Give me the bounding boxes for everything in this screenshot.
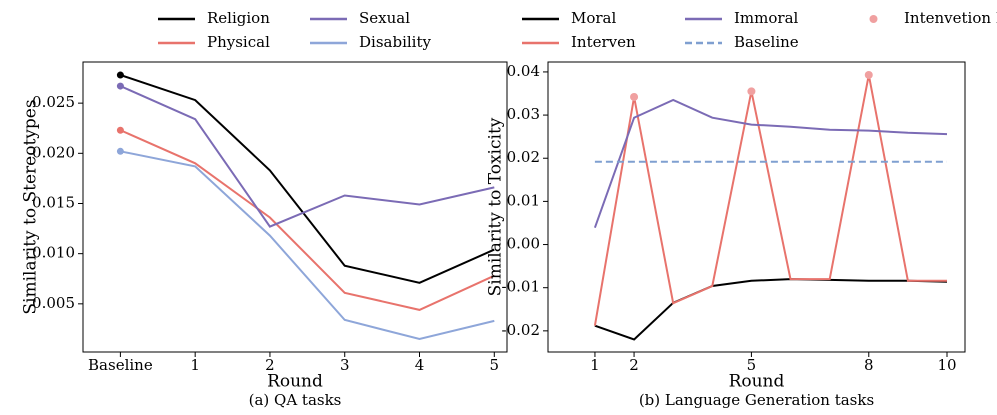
point-marker <box>116 71 124 79</box>
series-line <box>594 278 948 341</box>
x-tick-label: 3 <box>340 356 350 374</box>
y-tick-label: -0.01 <box>502 278 540 296</box>
y-axis-label: Similarity to Toxicity <box>486 117 506 296</box>
x-tick-label: 5 <box>490 356 500 374</box>
y-tick-label: 0.005 <box>32 294 75 312</box>
x-tick-label: 8 <box>864 356 874 374</box>
x-tick-label: 1 <box>590 356 600 374</box>
point-marker <box>116 147 124 155</box>
caption: (a) QA tasks <box>249 391 342 409</box>
x-axis-label: Round <box>267 372 323 392</box>
legend-marker <box>869 15 878 23</box>
x-tick-label: 1 <box>190 356 200 374</box>
y-tick-label: 0.03 <box>507 105 540 123</box>
series-line <box>593 98 948 229</box>
legend-label: Baseline <box>734 33 799 51</box>
y-tick-label: 0.025 <box>32 93 75 111</box>
legend-label: Physical <box>207 33 270 51</box>
y-tick-label: 0.015 <box>32 193 75 211</box>
y-tick-label: 0.00 <box>507 235 540 253</box>
y-tick-label: -0.02 <box>502 321 540 339</box>
legend-label: Disability <box>359 33 431 51</box>
series-line <box>119 85 495 228</box>
x-tick-label: Baseline <box>88 356 153 374</box>
legend-label: Moral <box>571 9 617 27</box>
y-tick-label: 0.01 <box>507 191 540 209</box>
x-tick-label: 10 <box>937 356 956 374</box>
x-tick-label: 4 <box>415 356 425 374</box>
y-tick-label: 0.010 <box>32 244 75 262</box>
scatter-point <box>747 87 756 96</box>
x-axis-label: Round <box>729 372 785 392</box>
scatter-point <box>864 70 873 79</box>
x-tick-label: 2 <box>629 356 639 374</box>
caption: (b) Language Generation tasks <box>639 391 874 409</box>
plot-frame <box>547 61 966 353</box>
legend-label: Immoral <box>734 9 799 27</box>
legend-label: Sexual <box>359 9 410 27</box>
y-axis-label: Similarity to Stereotypes <box>21 99 41 314</box>
plot-frame <box>82 61 508 353</box>
scatter-point <box>630 92 639 101</box>
legend-label: Interven <box>571 33 636 51</box>
series-line <box>120 74 495 284</box>
y-tick-label: 0.020 <box>32 143 75 161</box>
x-tick-label: 2 <box>265 356 275 374</box>
y-tick-label: 0.04 <box>507 62 540 80</box>
series-line <box>120 150 495 341</box>
x-tick-label: 5 <box>747 356 757 374</box>
y-tick-label: 0.02 <box>507 148 540 166</box>
point-marker <box>116 82 124 90</box>
point-marker <box>116 126 124 134</box>
legend-label: Intenvetion Rou <box>904 9 997 27</box>
series-line <box>119 129 495 311</box>
series-line <box>593 74 947 326</box>
legend-label: Religion <box>207 9 270 27</box>
